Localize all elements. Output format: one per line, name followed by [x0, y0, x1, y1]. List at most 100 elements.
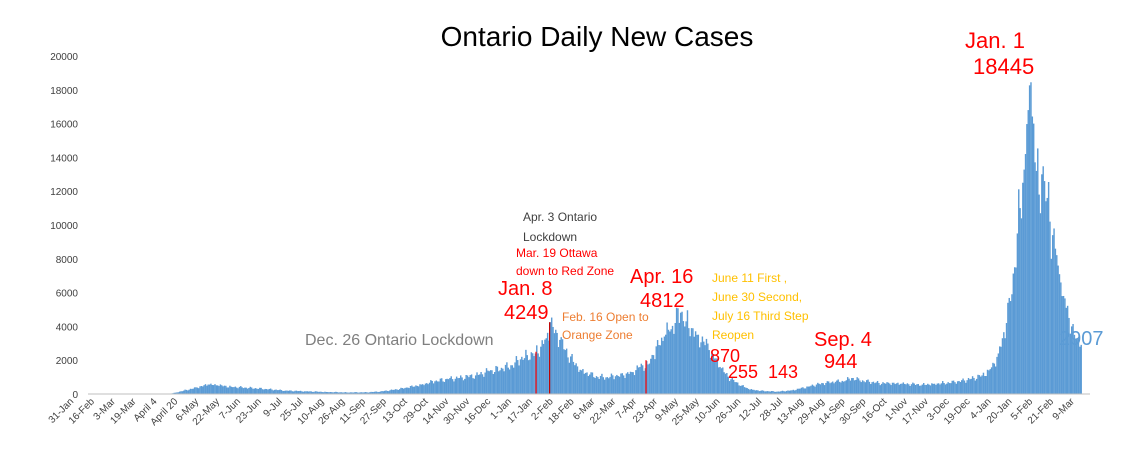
bar	[630, 372, 631, 394]
bar	[718, 367, 719, 394]
bar	[221, 385, 222, 394]
bar	[213, 385, 214, 394]
bar	[1079, 347, 1080, 394]
bar	[419, 384, 420, 394]
bar	[934, 384, 935, 394]
bar	[596, 376, 597, 394]
bar	[442, 381, 443, 394]
bar	[907, 383, 908, 394]
bar	[521, 357, 522, 394]
bar	[957, 381, 958, 394]
y-tick-label: 14000	[50, 153, 78, 164]
bar	[1033, 124, 1034, 394]
bar	[543, 344, 544, 394]
bar	[665, 335, 666, 394]
bar	[795, 390, 796, 394]
bar	[513, 368, 514, 394]
bar	[216, 385, 217, 394]
bar	[1036, 171, 1037, 394]
bar	[436, 380, 437, 394]
bar	[886, 382, 887, 394]
bar	[992, 363, 993, 394]
bar	[698, 335, 699, 394]
bar	[212, 385, 213, 394]
bar	[187, 390, 188, 394]
bar	[449, 378, 450, 394]
bar	[725, 374, 726, 394]
bar	[217, 385, 218, 394]
bar	[888, 383, 889, 394]
bar	[661, 338, 662, 394]
bar	[560, 337, 561, 394]
bar	[1014, 267, 1015, 394]
bar	[968, 378, 969, 394]
bar	[527, 355, 528, 394]
bar	[191, 389, 192, 394]
bar	[1042, 166, 1043, 394]
bar	[946, 384, 947, 394]
bar	[884, 383, 885, 394]
bar	[524, 358, 525, 394]
bar	[1013, 274, 1014, 394]
bar	[971, 379, 972, 394]
annotation: Dec. 26 Ontario Lockdown	[305, 332, 494, 349]
bar	[231, 387, 232, 394]
bar	[790, 390, 791, 394]
bar	[873, 382, 874, 394]
bar	[893, 383, 894, 394]
bar	[209, 385, 210, 394]
bar	[923, 383, 924, 394]
bar	[656, 346, 657, 394]
bar	[662, 341, 663, 394]
bar	[816, 385, 817, 394]
bar	[286, 391, 287, 394]
y-axis: 0200040006000800010000120001400016000180…	[50, 52, 78, 401]
bar	[558, 347, 559, 394]
bar	[501, 368, 502, 394]
bar	[988, 370, 989, 394]
bar	[413, 387, 414, 394]
bar	[753, 390, 754, 394]
bar	[563, 349, 564, 394]
bar	[554, 333, 555, 394]
bar	[919, 386, 920, 394]
bar	[761, 390, 762, 394]
bar	[541, 340, 542, 394]
bar	[740, 386, 741, 394]
bar	[585, 373, 586, 394]
bar	[808, 387, 809, 394]
y-tick-label: 20000	[50, 52, 78, 63]
bar	[407, 388, 408, 394]
bar	[255, 388, 256, 394]
bar	[440, 379, 441, 394]
bar	[498, 371, 499, 394]
bar	[852, 378, 853, 394]
bar	[804, 388, 805, 394]
bar	[851, 378, 852, 394]
bar	[912, 383, 913, 394]
bar	[979, 375, 980, 394]
bar	[881, 384, 882, 394]
bar	[631, 372, 632, 394]
bar	[1040, 213, 1041, 394]
bar	[608, 378, 609, 394]
bar	[916, 384, 917, 394]
bar	[840, 382, 841, 394]
x-tick-label: 9-Mar	[1051, 396, 1078, 423]
bar	[846, 380, 847, 394]
bar	[467, 375, 468, 394]
bar	[626, 374, 627, 395]
bar	[451, 376, 452, 394]
bar	[673, 334, 674, 394]
bar	[897, 383, 898, 394]
bar	[269, 389, 270, 394]
bar	[622, 373, 623, 394]
bar	[1019, 208, 1020, 394]
bar	[669, 331, 670, 394]
annotation: 2907	[1059, 328, 1104, 350]
bar	[479, 374, 480, 394]
bar	[459, 378, 460, 394]
bar	[199, 386, 200, 394]
bar	[624, 378, 625, 394]
